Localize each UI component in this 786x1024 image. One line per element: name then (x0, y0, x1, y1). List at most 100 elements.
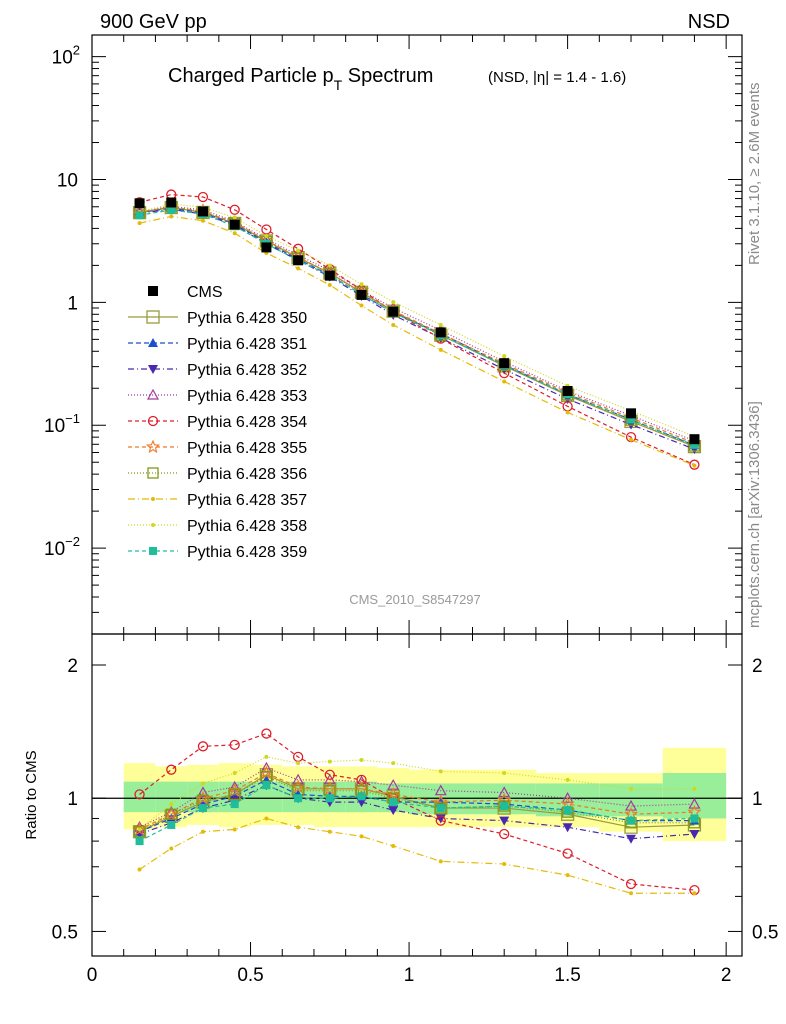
header-left: 900 GeV pp (100, 11, 207, 33)
ratio-tick-label-right: 1 (752, 789, 763, 810)
marker-dot (296, 825, 301, 830)
marker-open-star (145, 439, 161, 454)
series-ratio-panel (134, 728, 700, 896)
legend-label: Pythia 6.428 358 (187, 518, 307, 535)
marker-filled-square (325, 794, 334, 803)
legend-item: Pythia 6.428 353 (128, 388, 307, 405)
x-tick-label: 0 (87, 965, 98, 986)
marker-dot (169, 846, 174, 851)
series-line-ratio (139, 775, 695, 833)
legend-item: Pythia 6.428 358 (128, 518, 307, 535)
rivet-label: Rivet 3.1.10, ≥ 2.6M events (746, 83, 763, 266)
marker-filled-square (198, 804, 207, 813)
marker-dot (327, 829, 332, 834)
marker-dot (296, 248, 301, 253)
marker-open-circle (562, 848, 573, 859)
series-ratio-panel (137, 816, 697, 896)
marker-open-square (147, 467, 159, 479)
series-line-top (139, 207, 695, 446)
marker-open-triangle (146, 388, 160, 400)
x-tick-label: 0.5 (237, 965, 263, 986)
marker-dot (200, 218, 205, 223)
series-ratio-panel (137, 754, 697, 832)
marker-open-circle (356, 774, 367, 786)
marker-dot (327, 263, 332, 268)
marker-dot (629, 437, 634, 442)
marker-dot (151, 497, 155, 501)
marker-black-square (148, 286, 158, 296)
cms-point (166, 197, 177, 208)
cms-data-group (134, 197, 700, 445)
marker-dot (359, 834, 364, 839)
marker-triangle-down (148, 365, 158, 374)
marker-dot (502, 771, 507, 776)
series-line-ratio (139, 772, 695, 830)
marker-dot (327, 759, 332, 764)
marker-dot (200, 829, 205, 834)
marker-open-circle (166, 764, 177, 775)
marker-dot (502, 379, 507, 384)
marker-dot (232, 231, 237, 236)
legend-label: Pythia 6.428 357 (187, 492, 307, 509)
y-tick-label: 102 (52, 43, 80, 69)
marker-open-triangle (434, 784, 447, 796)
cms-point (261, 242, 272, 253)
ratio-tick-label-left: 1 (67, 789, 78, 810)
legend-item: Pythia 6.428 356 (128, 466, 307, 483)
x-tick-label: 2 (721, 965, 732, 986)
marker-triangle-down (499, 816, 510, 826)
series-line-ratio (139, 817, 695, 894)
marker-dot (359, 282, 364, 287)
legend-label: Pythia 6.428 359 (187, 544, 307, 561)
marker-dot (391, 299, 396, 304)
x-tick-label: 1.5 (554, 965, 580, 986)
marker-dot (438, 859, 443, 864)
cms-point (229, 219, 240, 230)
header-right: NSD (688, 11, 730, 33)
marker-filled-square (135, 837, 144, 846)
marker-dot (359, 757, 364, 762)
legend-item: Pythia 6.428 354 (128, 414, 307, 431)
series-line-top (139, 193, 695, 466)
cms-point (324, 270, 335, 281)
legend: CMS Pythia 6.428 350 Pythia 6.428 351 Pythi… (128, 284, 307, 561)
marker-open-star (386, 786, 401, 801)
series-line-top (139, 206, 695, 448)
marker-dot (629, 786, 634, 791)
marker-filled-square (230, 800, 239, 809)
series-line-ratio (139, 784, 695, 842)
marker-triangle-down (689, 830, 700, 840)
marker-open-triangle (228, 780, 241, 792)
marker-open-triangle (292, 773, 305, 785)
marker-dot (151, 523, 155, 527)
band-green (662, 773, 727, 819)
marker-dot (502, 862, 507, 867)
marker-filled-square (294, 794, 303, 803)
marker-dot (264, 754, 269, 759)
marker-open-triangle (196, 786, 209, 798)
marker-open-triangle (561, 791, 574, 803)
marker-filled-square (135, 211, 144, 220)
legend-label: Pythia 6.428 356 (187, 466, 307, 483)
marker-open-square (229, 788, 241, 801)
marker-dot (169, 214, 174, 219)
legend-label: Pythia 6.428 351 (187, 336, 307, 353)
marker-dot (565, 777, 570, 782)
cms-point (197, 206, 208, 217)
series-line-top (139, 215, 695, 467)
marker-open-star (354, 781, 369, 795)
marker-open-circle (324, 769, 335, 780)
marker-dot (438, 347, 443, 352)
marker-open-star (132, 821, 147, 836)
marker-dot (327, 282, 332, 287)
y-tick-label: 1 (67, 293, 78, 314)
series-8 (137, 214, 697, 896)
y-tick-label: 10−1 (44, 411, 80, 437)
marker-open-circle (197, 741, 209, 752)
marker-open-circle (689, 459, 700, 470)
cms-point (134, 198, 145, 209)
marker-open-circle (229, 204, 240, 215)
marker-filled-square (627, 816, 636, 825)
chart-subtitle: (NSD, |η| = 1.4 - 1.6) (488, 69, 626, 86)
marker-dot (692, 891, 697, 896)
